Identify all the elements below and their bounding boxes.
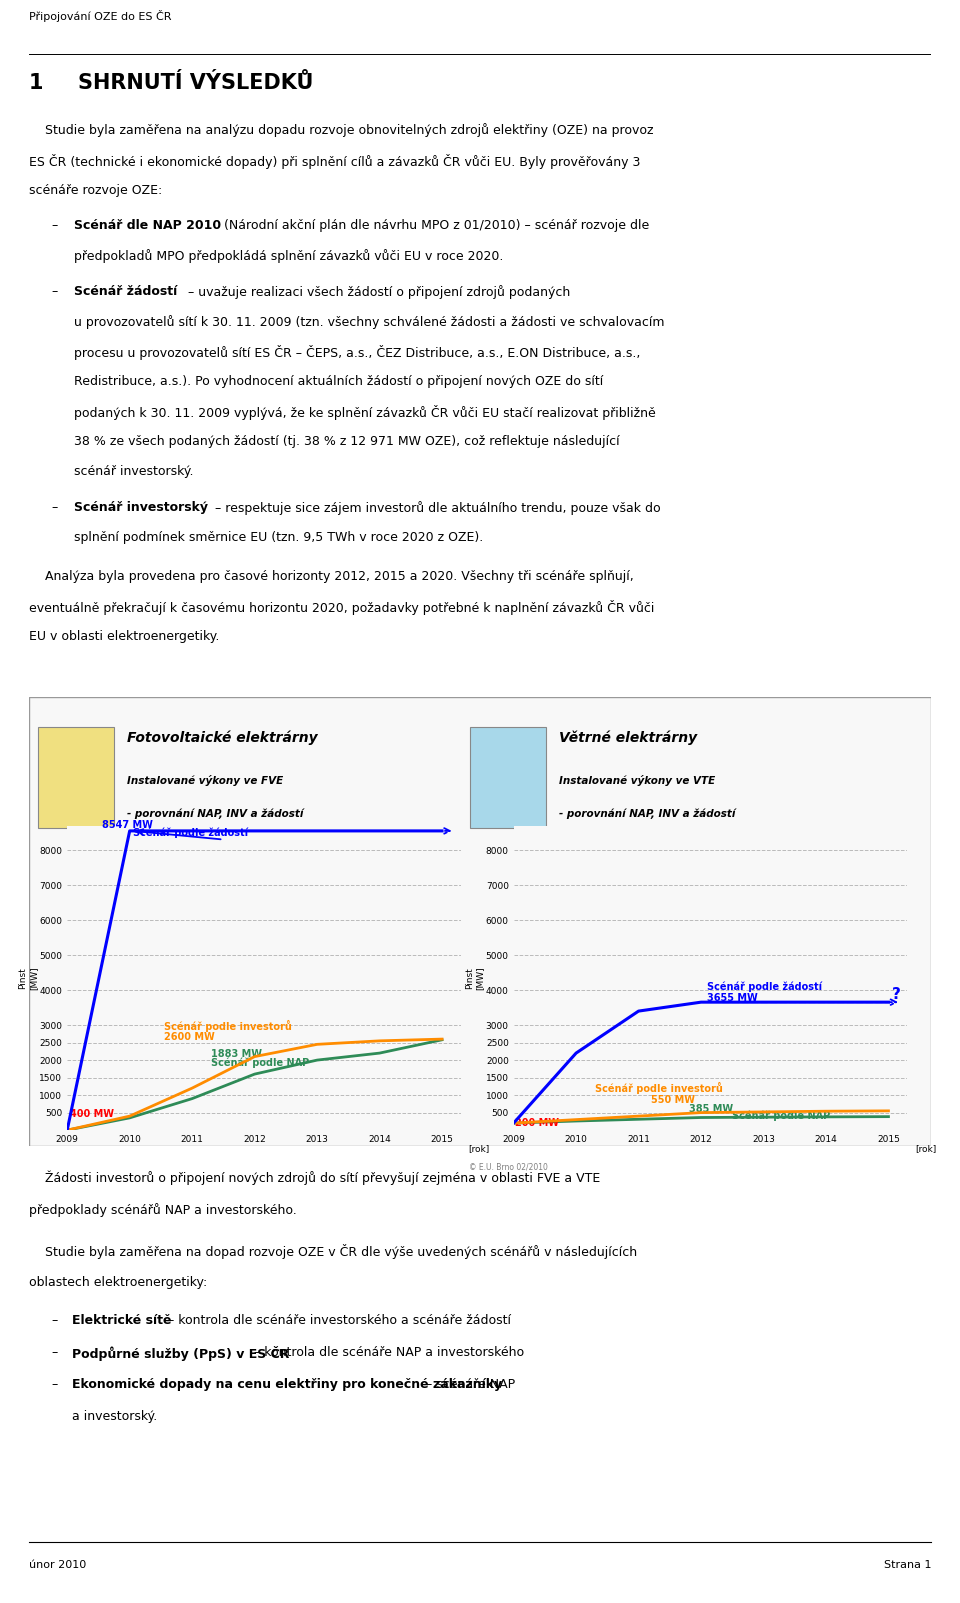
- Text: Scénář podle NAP: Scénář podle NAP: [732, 1111, 830, 1120]
- Text: Scénář investorský: Scénář investorský: [74, 500, 208, 513]
- Text: EU v oblasti elektroenergetiky.: EU v oblasti elektroenergetiky.: [29, 630, 219, 643]
- Text: ?: ?: [892, 987, 900, 1002]
- Text: Elektrické sítě: Elektrické sítě: [72, 1314, 172, 1327]
- Text: –: –: [52, 218, 58, 231]
- Text: Scénář podle investorů: Scénář podle investorů: [164, 1020, 292, 1032]
- Text: SHRNUTÍ VÝSLEDKŮ: SHRNUTÍ VÝSLEDKŮ: [79, 74, 314, 93]
- Text: procesu u provozovatelů sítí ES ČR – ČEPS, a.s., ČEZ Distribuce, a.s., E.ON Dist: procesu u provozovatelů sítí ES ČR – ČEP…: [74, 345, 640, 359]
- Text: předpoklady scénářů NAP a investorského.: předpoklady scénářů NAP a investorského.: [29, 1202, 297, 1217]
- Y-axis label: Pinst
[MW]: Pinst [MW]: [465, 967, 485, 989]
- Text: Ekonomické dopady na cenu elektřiny pro konečné zákazníky: Ekonomické dopady na cenu elektřiny pro …: [72, 1379, 502, 1391]
- Text: – respektuje sice zájem investorů dle aktuálního trendu, pouze však do: – respektuje sice zájem investorů dle ak…: [211, 500, 660, 515]
- Text: Fotovoltaické elektrárny: Fotovoltaické elektrárny: [127, 731, 317, 745]
- Bar: [469, 726, 546, 827]
- Text: [rok]: [rok]: [915, 1145, 936, 1154]
- Y-axis label: Pinst
[MW]: Pinst [MW]: [18, 967, 38, 989]
- Text: Redistribuce, a.s.). Po vyhodnocení aktuálních žádostí o připojení nových OZE do: Redistribuce, a.s.). Po vyhodnocení aktu…: [74, 375, 603, 388]
- Text: oblastech elektroenergetiky:: oblastech elektroenergetiky:: [29, 1276, 207, 1289]
- Text: Scénář podle investorů: Scénář podle investorů: [595, 1082, 723, 1095]
- Text: Strana 1: Strana 1: [884, 1560, 931, 1569]
- Text: Scénář žádostí: Scénář žádostí: [74, 285, 178, 298]
- Text: © E.U. Brno 02/2010: © E.U. Brno 02/2010: [468, 1162, 547, 1172]
- Text: Instalované výkony ve FVE: Instalované výkony ve FVE: [127, 776, 283, 785]
- Bar: [37, 726, 114, 827]
- Text: 38 % ze všech podaných žádostí (tj. 38 % z 12 971 MW OZE), což reflektuje násled: 38 % ze všech podaných žádostí (tj. 38 %…: [74, 434, 619, 447]
- Text: a investorský.: a investorský.: [72, 1411, 157, 1423]
- Text: –: –: [52, 500, 58, 513]
- Text: Větrné elektrárny: Větrné elektrárny: [559, 731, 697, 745]
- Text: Instalované výkony ve VTE: Instalované výkony ve VTE: [559, 776, 715, 785]
- Text: Podpůrné služby (PpS) v ES ČR: Podpůrné služby (PpS) v ES ČR: [72, 1347, 290, 1361]
- Text: –: –: [52, 1314, 58, 1327]
- Text: 1: 1: [29, 74, 43, 93]
- Text: 400 MW: 400 MW: [70, 1109, 114, 1119]
- Text: Připojování OZE do ES ČR: Připojování OZE do ES ČR: [29, 11, 171, 22]
- Text: –: –: [52, 1379, 58, 1391]
- Text: únor 2010: únor 2010: [29, 1560, 86, 1569]
- Text: scénář investorský.: scénář investorský.: [74, 465, 193, 478]
- Text: – uvažuje realizaci všech žádostí o připojení zdrojů podaných: – uvažuje realizaci všech žádostí o přip…: [184, 285, 570, 298]
- Text: – scénáře NAP: – scénáře NAP: [421, 1379, 515, 1391]
- Text: (Národní akční plán dle návrhu MPO z 01/2010) – scénář rozvoje dle: (Národní akční plán dle návrhu MPO z 01/…: [220, 218, 649, 231]
- Text: - porovnání NAP, INV a žádostí: - porovnání NAP, INV a žádostí: [127, 810, 303, 819]
- Text: Scénář podle NAP: Scénář podle NAP: [211, 1058, 309, 1068]
- Text: 200 MW: 200 MW: [515, 1117, 559, 1127]
- Text: splnění podmínek směrnice EU (tzn. 9,5 TWh v roce 2020 z OZE).: splnění podmínek směrnice EU (tzn. 9,5 T…: [74, 531, 483, 543]
- Text: u provozovatelů sítí k 30. 11. 2009 (tzn. všechny schválené žádosti a žádosti ve: u provozovatelů sítí k 30. 11. 2009 (tzn…: [74, 314, 664, 329]
- Text: Scénář dle NAP 2010: Scénář dle NAP 2010: [74, 218, 221, 231]
- Text: –: –: [52, 1347, 58, 1359]
- Text: Scénář podle žádostí: Scénář podle žádostí: [132, 827, 248, 838]
- Text: 550 MW: 550 MW: [651, 1095, 695, 1104]
- Text: Scénář podle žádostí: Scénář podle žádostí: [708, 981, 823, 992]
- Text: – kontrola dle scénáře NAP a investorského: – kontrola dle scénáře NAP a investorské…: [250, 1347, 524, 1359]
- Text: - porovnání NAP, INV a žádostí: - porovnání NAP, INV a žádostí: [559, 810, 735, 819]
- Text: – kontrola dle scénáře investorského a scénáře žádostí: – kontrola dle scénáře investorského a s…: [164, 1314, 511, 1327]
- Text: ES ČR (technické i ekonomické dopady) při splnění cílů a závazků ČR vůči EU. Byl: ES ČR (technické i ekonomické dopady) př…: [29, 154, 640, 168]
- Text: podaných k 30. 11. 2009 vyplývá, že ke splnění závazků ČR vůči EU stačí realizov: podaných k 30. 11. 2009 vyplývá, že ke s…: [74, 404, 656, 420]
- Text: scénáře rozvoje OZE:: scénáře rozvoje OZE:: [29, 183, 162, 197]
- Text: [rok]: [rok]: [468, 1145, 490, 1154]
- Text: 3655 MW: 3655 MW: [708, 992, 758, 1002]
- Text: Analýza byla provedena pro časové horizonty 2012, 2015 a 2020. Všechny tři scéná: Analýza byla provedena pro časové horizo…: [29, 569, 634, 582]
- Text: eventuálně překračují k časovému horizontu 2020, požadavky potřebné k naplnění z: eventuálně překračují k časovému horizon…: [29, 600, 654, 614]
- Text: předpokladů MPO předpokládá splnění závazků vůči EU v roce 2020.: předpokladů MPO předpokládá splnění záva…: [74, 248, 503, 263]
- Text: –: –: [52, 285, 58, 298]
- Text: 1883 MW: 1883 MW: [211, 1048, 262, 1058]
- Text: 2600 MW: 2600 MW: [164, 1032, 215, 1042]
- Text: 8547 MW: 8547 MW: [102, 821, 153, 830]
- Text: Žádosti investorů o připojení nových zdrojů do sítí převyšují zejména v oblasti : Žádosti investorů o připojení nových zdr…: [29, 1170, 600, 1185]
- Text: Studie byla zaměřena na dopad rozvoje OZE v ČR dle výše uvedených scénářů v násl: Studie byla zaměřena na dopad rozvoje OZ…: [29, 1244, 636, 1258]
- Text: 385 MW: 385 MW: [688, 1104, 732, 1114]
- Text: Studie byla zaměřena na analýzu dopadu rozvoje obnovitelných zdrojů elektřiny (O: Studie byla zaměřena na analýzu dopadu r…: [29, 123, 654, 138]
